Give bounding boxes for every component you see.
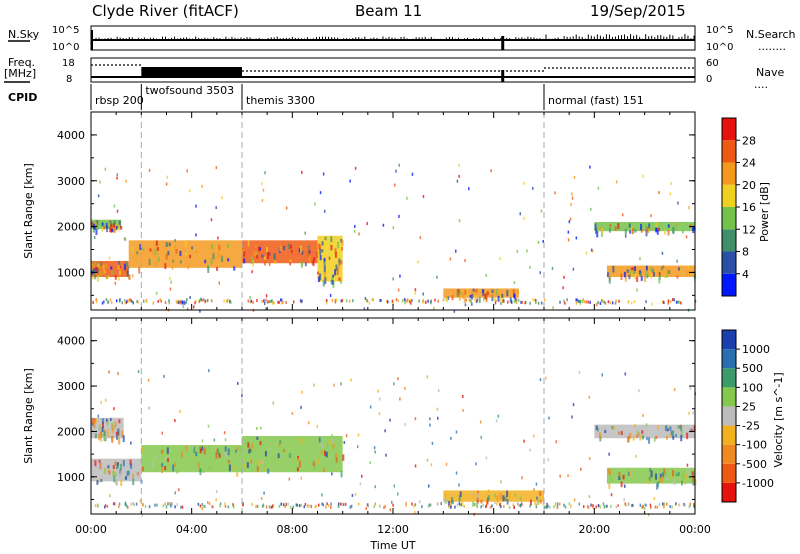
- x-axis: 00:00 04:00 08:00 12:00 16:00 20:00 00:00: [75, 523, 711, 536]
- colorbar-tick-label: 25: [742, 400, 756, 413]
- colorbar-tick-label: 24: [742, 157, 756, 170]
- nsky-label: N.Sky: [8, 28, 40, 41]
- power-panel: 1000 2000 3000 4000 Slant Range [km] 28 24 20…: [22, 111, 771, 313]
- y-tick-label: 1000: [57, 266, 85, 279]
- power-colorbar-label: Power [dB]: [758, 182, 771, 242]
- colorbar-tick-label: 20: [742, 179, 756, 192]
- x-tick-label: 00:00: [75, 523, 107, 536]
- freq-tick-top: 18: [62, 58, 75, 69]
- power-ylabel: Slant Range [km]: [22, 163, 35, 259]
- y-tick-label: 2000: [57, 221, 85, 234]
- freq-trace: [91, 64, 695, 82]
- velocity-colorbar-label: Velocity [m s^-1]: [772, 372, 785, 467]
- x-tick-label: 20:00: [578, 523, 610, 536]
- x-tick-label: 00:00: [679, 523, 711, 536]
- nsearch-label: N.Search: [746, 28, 796, 41]
- cpid-segment-label: rbsp 200: [95, 94, 144, 107]
- y-tick-label: 3000: [57, 380, 85, 393]
- colorbar-tick-label: 16: [742, 201, 756, 214]
- beam-title: Beam 11: [355, 2, 422, 20]
- date-title: 19/Sep/2015: [590, 2, 686, 20]
- y-tick-label: 1000: [57, 471, 85, 484]
- colorbar-tick-label: -1000: [742, 477, 774, 490]
- cpid-segment-label: normal (fast) 151: [548, 94, 644, 107]
- nsearch-tick-bottom: 10^0: [706, 42, 733, 53]
- cpid-segment-label: themis 3300: [246, 94, 315, 107]
- station-title: Clyde River (fitACF): [92, 2, 239, 20]
- nsky-trace: [91, 30, 695, 50]
- x-tick-label: 04:00: [176, 523, 208, 536]
- echo-region: [594, 222, 695, 232]
- colorbar-tick-label: -25: [742, 420, 760, 433]
- freq-label-line2: [MHz]: [4, 67, 36, 80]
- colorbar-tick-label: 100: [742, 381, 763, 394]
- nave-tick-bottom: 0: [706, 74, 712, 85]
- echo-region: [443, 490, 544, 502]
- colorbar-tick-label: 1000: [742, 343, 770, 356]
- colorbar-tick-label: 12: [742, 223, 756, 236]
- velocity-colorbar: 1000 500 100 25 -25 -100 -500 -1000: [721, 329, 774, 503]
- power-colorbar: 28 24 20 16 12 8 4: [721, 117, 756, 297]
- nsky-tick-bottom: 10^0: [52, 42, 79, 53]
- colorbar-tick-label: 500: [742, 362, 763, 375]
- y-tick-label: 2000: [57, 425, 85, 438]
- colorbar-tick-label: -500: [742, 458, 767, 471]
- colorbar-tick-label: -100: [742, 439, 767, 452]
- nsearch-legend-dots: ........: [758, 40, 786, 53]
- x-tick-label: 08:00: [276, 523, 308, 536]
- freq-tick-bottom: 8: [66, 74, 72, 85]
- colorbar-tick-label: 4: [742, 268, 749, 281]
- nsky-tick-top: 10^5: [52, 25, 79, 36]
- y-tick-label: 4000: [57, 129, 85, 142]
- y-tick-label: 3000: [57, 175, 85, 188]
- nave-legend-dots: ....: [754, 78, 768, 91]
- cpid-segment-label: twofsound 3503: [145, 84, 234, 97]
- nsearch-tick-top: 10^5: [706, 25, 733, 36]
- freq-label-line1: Freq.: [8, 56, 35, 69]
- freq-strip: Freq. [MHz] 18 8 60 0 Nave ....: [4, 56, 784, 91]
- colorbar-tick-label: 8: [742, 246, 749, 259]
- velocity-panel: 1000 2000 3000 4000 Slant Range [km] 1000 50…: [22, 317, 785, 517]
- nave-tick-top: 60: [706, 58, 719, 69]
- cpid-label: CPID: [8, 91, 37, 104]
- colorbar-tick-label: 28: [742, 134, 756, 147]
- nave-label: Nave: [756, 66, 784, 79]
- echo-region: [443, 288, 519, 298]
- x-tick-label: 16:00: [478, 523, 510, 536]
- x-axis-label: Time UT: [369, 539, 415, 552]
- nsky-strip: N.Sky 10^5 10^0 N.Search ........ 10^5 1…: [8, 25, 796, 53]
- y-tick-label: 4000: [57, 335, 85, 348]
- velocity-ylabel: Slant Range [km]: [22, 368, 35, 464]
- x-tick-label: 12:00: [377, 523, 409, 536]
